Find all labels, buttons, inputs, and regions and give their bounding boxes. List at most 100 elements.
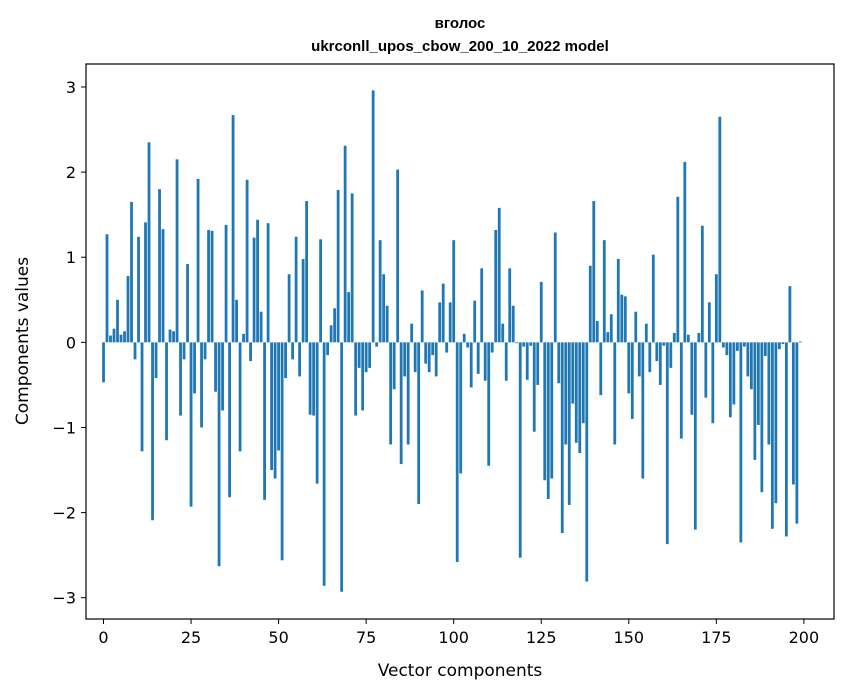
- bar-139: [588, 265, 592, 343]
- bar-7: [126, 275, 130, 343]
- y-tick-label: 3: [66, 78, 76, 97]
- bar-49: [273, 342, 277, 479]
- bar-143: [602, 240, 606, 343]
- bar-150: [627, 342, 631, 394]
- bar-151: [630, 342, 634, 419]
- bar-169: [693, 342, 697, 530]
- bar-166: [683, 161, 687, 343]
- bar-52: [284, 342, 288, 379]
- bar-105: [469, 342, 473, 388]
- bar-116: [508, 268, 512, 343]
- bar-69: [343, 145, 347, 343]
- bar-92: [424, 342, 428, 364]
- bar-70: [347, 292, 351, 343]
- bar-79: [378, 240, 382, 343]
- bar-44: [256, 219, 259, 343]
- bar-47: [266, 223, 270, 343]
- x-axis-label: Vector components: [378, 661, 543, 681]
- bar-14: [151, 342, 154, 521]
- bar-171: [700, 225, 704, 343]
- bar-96: [438, 302, 442, 343]
- bar-87: [406, 342, 410, 445]
- y-axis-label: Components values: [13, 257, 33, 425]
- bar-137: [581, 342, 585, 424]
- bar-43: [252, 237, 256, 343]
- x-ticks-group: 0 25 50 75 100 125 150 175 200: [98, 619, 819, 647]
- bar-5: [119, 334, 123, 343]
- bar-54: [291, 342, 295, 360]
- bar-179: [728, 342, 732, 418]
- bar-118: [515, 342, 519, 344]
- bar-127: [546, 342, 550, 499]
- bar-58: [305, 201, 309, 343]
- bar-19: [168, 329, 172, 343]
- bar-113: [497, 207, 501, 343]
- bar-72: [354, 342, 358, 416]
- bar-76: [368, 342, 372, 368]
- bar-102: [459, 342, 463, 474]
- bar-134: [571, 342, 575, 404]
- bar-149: [623, 296, 627, 343]
- bar-152: [634, 311, 638, 343]
- bar-21: [175, 159, 179, 343]
- bar-29: [203, 342, 207, 360]
- bar-104: [466, 342, 470, 348]
- bar-115: [504, 342, 508, 381]
- bar-135: [574, 342, 578, 443]
- bar-88: [410, 323, 414, 343]
- y-tick-label: −3: [52, 589, 76, 608]
- bar-60: [312, 342, 316, 416]
- bar-120: [522, 342, 526, 347]
- bar-197: [791, 342, 795, 485]
- bar-10: [137, 236, 140, 343]
- bar-33: [217, 342, 221, 567]
- bar-11: [140, 342, 144, 452]
- bar-77: [371, 90, 375, 343]
- bar-126: [543, 342, 547, 481]
- bar-2: [109, 335, 112, 343]
- bar-178: [725, 342, 729, 356]
- bar-148: [620, 294, 624, 343]
- bar-40: [242, 333, 245, 343]
- bar-56: [298, 342, 302, 377]
- y-tick-label: 2: [66, 163, 76, 182]
- chart-title-line1: вголос: [435, 15, 486, 32]
- bar-4: [116, 299, 119, 343]
- x-tick-label: 75: [356, 628, 376, 647]
- bar-91: [420, 290, 424, 343]
- bar-78: [375, 342, 379, 347]
- bar-121: [525, 342, 529, 380]
- bar-155: [644, 323, 648, 343]
- bar-146: [613, 342, 617, 445]
- bar-109: [483, 342, 487, 381]
- bar-159: [658, 342, 662, 385]
- bar-51: [280, 342, 284, 561]
- bar-27: [196, 178, 200, 343]
- bar-50: [277, 342, 280, 451]
- bar-185: [749, 342, 753, 390]
- bar-199: [798, 341, 802, 343]
- bar-25: [189, 342, 193, 507]
- bar-81: [385, 305, 389, 343]
- bar-186: [753, 342, 757, 460]
- bar-71: [350, 193, 354, 343]
- bar-83: [392, 342, 396, 390]
- bar-163: [672, 332, 676, 343]
- bar-180: [732, 342, 736, 405]
- bar-184: [746, 342, 750, 377]
- bar-6: [123, 331, 126, 343]
- bar-64: [326, 342, 330, 356]
- bar-37: [231, 115, 235, 343]
- bar-165: [679, 342, 683, 439]
- y-tick-label: 1: [66, 248, 76, 267]
- bar-124: [536, 342, 540, 385]
- bar-190: [767, 342, 771, 445]
- bar-122: [529, 342, 533, 346]
- bar-112: [494, 229, 498, 343]
- bar-45: [259, 311, 263, 343]
- bar-189: [763, 342, 767, 356]
- bar-160: [662, 342, 666, 346]
- bar-85: [399, 342, 403, 465]
- bar-111: [490, 342, 494, 353]
